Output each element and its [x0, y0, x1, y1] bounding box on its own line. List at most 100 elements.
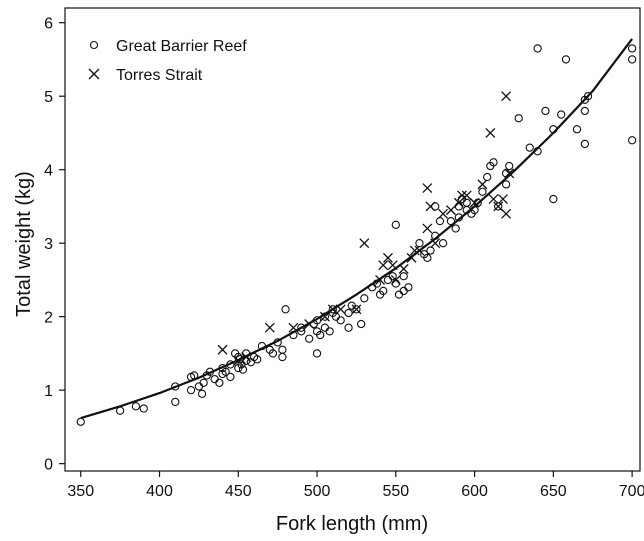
point-torres-strait [438, 208, 449, 219]
point-torres-strait [241, 352, 252, 363]
point-great-barrier-reef [328, 305, 337, 314]
point-great-barrier-reef [489, 158, 498, 167]
x-tick-label: 350 [67, 483, 94, 500]
point-torres-strait [335, 304, 346, 315]
point-great-barrier-reef [199, 378, 208, 387]
point-great-barrier-reef [320, 312, 330, 321]
plot-frame [64, 7, 641, 472]
point-torres-strait [387, 260, 398, 271]
point-torres-strait [233, 355, 244, 366]
point-torres-strait [382, 252, 393, 263]
y-axis-title: Total weight (kg) [13, 171, 35, 317]
x-tick-label: 500 [304, 483, 331, 500]
point-great-barrier-reef [76, 417, 85, 426]
y-tick-label: 3 [44, 236, 53, 253]
point-great-barrier-reef [415, 239, 424, 248]
y-axis: 0 1 2 3 4 5 6 [44, 16, 65, 474]
point-torres-strait [425, 201, 436, 212]
point-torres-strait [414, 245, 425, 256]
point-torres-strait [430, 238, 441, 249]
point-great-barrier-reef [388, 272, 397, 281]
point-torres-strait [469, 197, 480, 208]
point-great-barrier-reef [572, 125, 582, 134]
point-great-barrier-reef [115, 406, 125, 415]
point-great-barrier-reef [281, 305, 290, 314]
point-great-barrier-reef [357, 319, 366, 329]
point-great-barrier-reef [268, 349, 278, 358]
point-great-barrier-reef [470, 205, 479, 215]
point-great-barrier-reef [210, 374, 219, 384]
point-great-barrier-reef [404, 283, 413, 292]
point-great-barrier-reef [394, 290, 404, 299]
data-points-layer [76, 44, 637, 426]
point-great-barrier-reef [549, 125, 558, 134]
x-tick-label: 650 [540, 483, 567, 500]
point-great-barrier-reef [483, 172, 492, 182]
point-great-barrier-reef [549, 194, 558, 204]
fit-curve-layer [80, 38, 633, 420]
point-great-barrier-reef [533, 147, 542, 156]
point-great-barrier-reef [627, 136, 637, 145]
point-torres-strait [497, 194, 508, 205]
point-great-barrier-reef [360, 294, 369, 303]
point-torres-strait [461, 190, 472, 201]
point-great-barrier-reef [435, 216, 445, 226]
point-torres-strait [351, 304, 362, 315]
point-torres-strait [375, 274, 386, 285]
y-tick-label: 0 [44, 457, 53, 474]
point-great-barrier-reef [561, 55, 571, 64]
point-great-barrier-reef [431, 231, 440, 240]
y-tick-label: 1 [44, 383, 53, 400]
point-great-barrier-reef [312, 349, 322, 358]
fit-curve [80, 38, 633, 420]
x-tick-label: 700 [619, 483, 644, 500]
point-torres-strait [445, 205, 456, 216]
point-great-barrier-reef [478, 187, 487, 196]
point-great-barrier-reef [462, 198, 471, 207]
x-tick-label: 450 [225, 483, 252, 500]
point-great-barrier-reef [171, 397, 180, 407]
point-great-barrier-reef [344, 308, 353, 318]
point-torres-strait [493, 201, 504, 212]
x-tick-label: 400 [146, 483, 173, 500]
point-torres-strait [409, 245, 420, 256]
point-great-barrier-reef [194, 382, 204, 391]
point-great-barrier-reef [557, 110, 566, 119]
point-great-barrier-reef [325, 327, 334, 336]
point-great-barrier-reef [139, 404, 148, 413]
point-torres-strait [504, 168, 515, 179]
point-great-barrier-reef [533, 44, 542, 53]
y-tick-label: 5 [44, 89, 53, 106]
point-great-barrier-reef [391, 279, 400, 288]
point-great-barrier-reef [494, 202, 503, 211]
point-great-barrier-reef [352, 305, 361, 314]
point-great-barrier-reef [171, 382, 180, 391]
point-great-barrier-reef [289, 330, 298, 340]
point-great-barrier-reef [423, 253, 432, 263]
legend-marker-x [88, 68, 100, 80]
point-torres-strait [398, 263, 409, 274]
point-great-barrier-reef [257, 341, 267, 351]
point-great-barrier-reef [253, 355, 262, 364]
point-great-barrier-reef [525, 143, 534, 152]
point-great-barrier-reef [205, 367, 215, 376]
point-great-barrier-reef [278, 352, 287, 362]
legend: Great Barrier Reef Torres Strait [88, 38, 247, 84]
legend-label-great-barrier-reef: Great Barrier Reef [116, 38, 247, 55]
point-great-barrier-reef [514, 114, 523, 123]
point-torres-strait [485, 127, 496, 138]
point-torres-strait [378, 260, 389, 271]
point-great-barrier-reef [186, 386, 196, 395]
x-tick-label: 550 [382, 483, 409, 500]
point-torres-strait [406, 252, 417, 263]
point-great-barrier-reef [305, 334, 314, 343]
point-great-barrier-reef [541, 106, 550, 116]
point-torres-strait [488, 194, 499, 205]
point-great-barrier-reef [580, 139, 590, 149]
point-torres-strait [501, 208, 512, 219]
point-great-barrier-reef [391, 220, 400, 229]
point-torres-strait [319, 311, 330, 322]
point-great-barrier-reef [131, 402, 141, 411]
point-great-barrier-reef [431, 202, 440, 211]
